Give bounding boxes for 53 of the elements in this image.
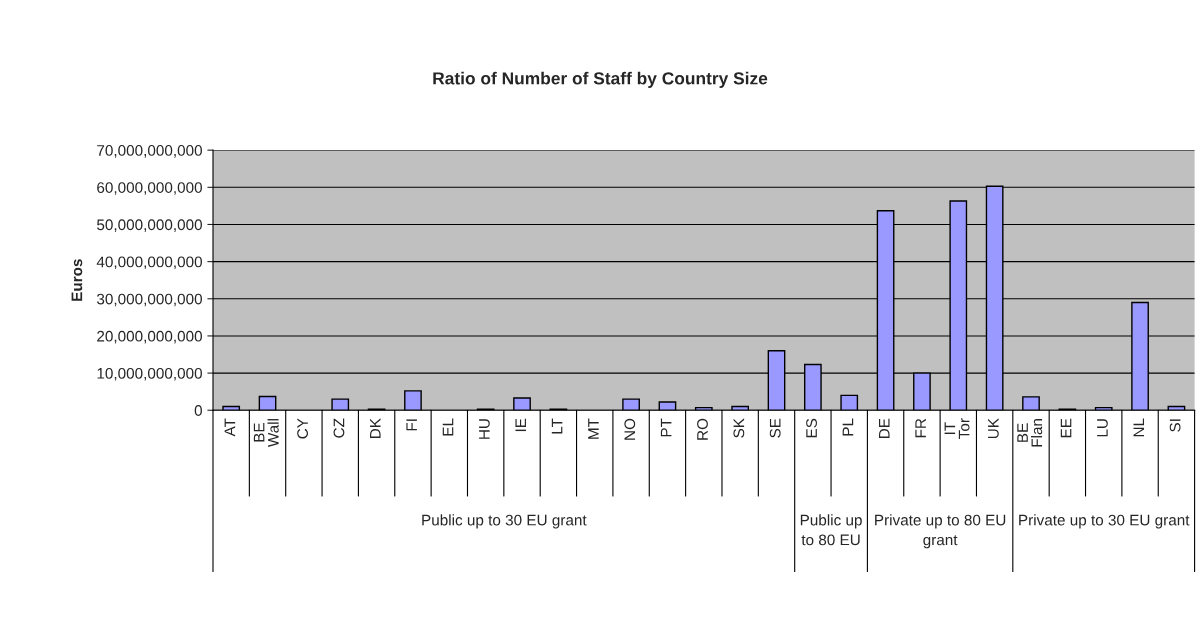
text: Private up to 30 EU grant [1019,514,1190,529]
x-tick-label: ES [806,418,817,438]
bar [622,398,640,411]
x-tick-label: IT Tor [944,418,970,439]
x-tick-label: PL [842,418,854,436]
y-tick-label: 0 [194,405,202,416]
x-tick-label: BE Wall [253,419,279,448]
x-tick-label: CY [297,418,308,439]
x-tick-label: SK [733,418,745,438]
chart-title: Ratio of Number of Staff by Country Size [433,71,768,88]
x-tick-label: DK [370,418,381,439]
x-tick-label: PT [660,418,672,437]
y-axis-title: Euros [71,259,83,301]
x-tick-label: EL [442,418,454,436]
bar [658,401,677,411]
y-tick-label: 60,000,000,000 [97,182,202,195]
x-tick-label: LU [1097,419,1108,437]
x-tick-label: MT [588,418,599,439]
bar [222,405,241,411]
bar [840,394,859,411]
bar [1094,406,1113,411]
y-tick-label: 20,000,000,000 [97,330,202,344]
x-tick-label: NL [1133,418,1145,437]
x-tick-label: RO [697,418,708,440]
x-tick-label: IE [515,418,526,432]
y-tick-label: 40,000,000,000 [96,256,202,270]
x-tick-label: DE [879,418,890,439]
bar [1022,396,1040,411]
x-tick-label: FI [406,419,417,431]
x-tick-label: SI [1169,419,1181,432]
x-tick-label: HU [479,419,490,439]
bar [404,390,422,411]
x-tick-label: LT [551,418,563,434]
x-tick-label: CZ [333,418,345,438]
x-tick-label: AT [224,418,236,437]
x-tick-label: SE [769,418,781,438]
x-tick-label: EE [1060,418,1072,438]
text: Public up to 80 EU [800,514,862,546]
x-tick-label: FR [915,418,926,438]
x-tick-label: NO [624,418,636,440]
x-tick-label: UK [988,418,999,439]
bar [513,397,531,411]
y-tick-label: 10,000,000,000 [97,367,202,381]
y-tick-label: 70,000,000,000 [97,145,202,158]
y-tick-label: 50,000,000,000 [97,219,202,232]
bar [331,398,350,411]
text: Public up to 30 EU grant [422,514,587,529]
bar [258,395,277,411]
x-tick-label: BE Flan [1017,419,1043,447]
bar [694,406,713,411]
bar [731,405,750,411]
y-tick-label: 30,000,000,000 [96,293,202,307]
text: Private up to 80 EU grant [875,514,1006,549]
